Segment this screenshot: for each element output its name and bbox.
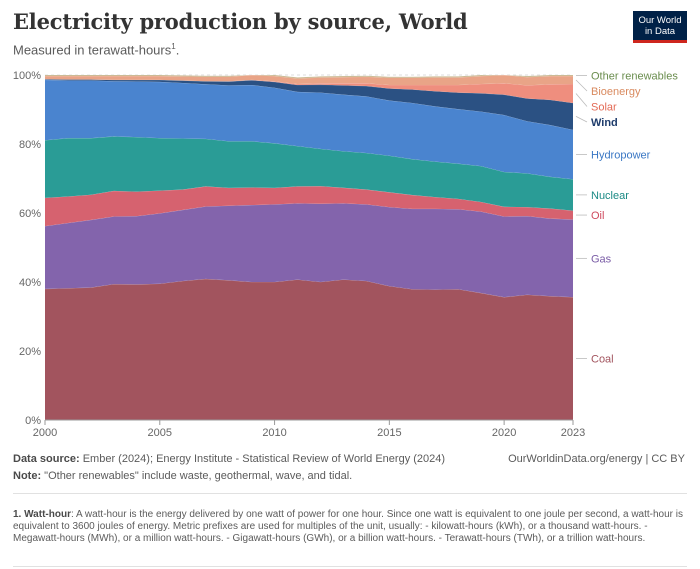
data-source-label: Data source: — [13, 453, 80, 465]
series-label-hydropower[interactable]: Hydropower — [591, 150, 651, 162]
area-oil[interactable] — [45, 186, 573, 227]
series-label-bioenergy[interactable]: Bioenergy — [591, 86, 641, 98]
area-edge — [44, 78, 574, 104]
logo-accent-bar — [633, 40, 687, 43]
series-label-other-renewables[interactable]: Other renewables — [591, 71, 678, 83]
label-connector — [575, 93, 588, 107]
subtitle-text: Measured in terawatt-hours — [13, 42, 172, 58]
area-series[interactable] — [44, 74, 574, 420]
area-edge — [45, 74, 573, 78]
area-nuclear[interactable] — [45, 136, 573, 211]
bottom-divider — [13, 566, 687, 567]
series-label-solar[interactable]: Solar — [591, 102, 617, 114]
x-tick-label: 2000 — [33, 427, 57, 439]
footer-divider — [13, 493, 687, 494]
x-tick-label: 2005 — [148, 427, 172, 439]
x-tick-label: 2023 — [561, 427, 585, 439]
logo-line-2: in Data — [644, 26, 676, 37]
logo-line-1: Our World — [638, 15, 682, 26]
series-label-oil[interactable]: Oil — [591, 210, 604, 222]
area-other-renewables[interactable] — [45, 75, 573, 79]
x-tick-label: 2020 — [492, 427, 516, 439]
series-labels[interactable]: Other renewables Bioenergy Solar Wind Hydrop… — [575, 71, 678, 366]
area-wind[interactable] — [45, 79, 573, 130]
footnote-text: : A watt-hour is the energy delivered by… — [13, 509, 683, 544]
y-tick-label: 0% — [25, 415, 41, 427]
area-edge — [44, 79, 574, 131]
y-tick-label: 60% — [19, 208, 41, 220]
note-line: Note: "Other renewables" include waste, … — [13, 470, 352, 482]
y-tick-label: 40% — [19, 277, 41, 289]
label-connector — [575, 116, 588, 123]
area-coal[interactable] — [45, 278, 573, 420]
area-hydropower[interactable] — [45, 79, 573, 180]
subtitle-end: . — [175, 42, 180, 58]
x-tick-label: 2015 — [377, 427, 401, 439]
owid-logo[interactable]: Our World in Data — [633, 11, 687, 43]
subtitle-footnote-marker[interactable]: 1 — [171, 42, 176, 51]
x-tick-label: 2010 — [262, 427, 286, 439]
area-gas[interactable] — [45, 203, 573, 298]
area-solar[interactable] — [45, 79, 573, 103]
x-axis: 2000 2005 2010 2015 2020 2023 — [33, 419, 585, 439]
chart-title: Electricity production by source, World — [13, 9, 468, 34]
series-label-wind[interactable]: Wind — [591, 117, 618, 129]
data-source-line: Data source: Ember (2024); Energy Instit… — [13, 453, 445, 465]
credit-line[interactable]: OurWorldinData.org/energy | CC BY — [508, 453, 685, 465]
y-axis: 0% 20% 40% 60% 80% 100% — [13, 70, 41, 427]
y-tick-label: 80% — [19, 139, 41, 151]
y-tick-label: 100% — [13, 70, 41, 82]
series-label-nuclear[interactable]: Nuclear — [591, 190, 629, 202]
area-bioenergy[interactable] — [45, 75, 573, 86]
footnote-label: 1. Watt-hour — [13, 509, 71, 520]
footnote: 1. Watt-hour: A watt-hour is the energy … — [13, 509, 685, 545]
stacked-area-chart[interactable]: 0%20%40%60%80%100% 2000 2005 2010 2015 2020 2… — [0, 60, 700, 445]
chart-subtitle: Measured in terawatt-hours1. — [13, 42, 179, 57]
note-label: Note: — [13, 470, 42, 482]
y-tick-label: 20% — [19, 346, 41, 358]
series-label-gas[interactable]: Gas — [591, 253, 612, 265]
series-label-coal[interactable]: Coal — [591, 354, 614, 366]
data-source-text[interactable]: Ember (2024); Energy Institute - Statist… — [82, 453, 446, 465]
note-text: "Other renewables" include waste, geothe… — [44, 470, 353, 482]
label-connector — [575, 79, 588, 92]
